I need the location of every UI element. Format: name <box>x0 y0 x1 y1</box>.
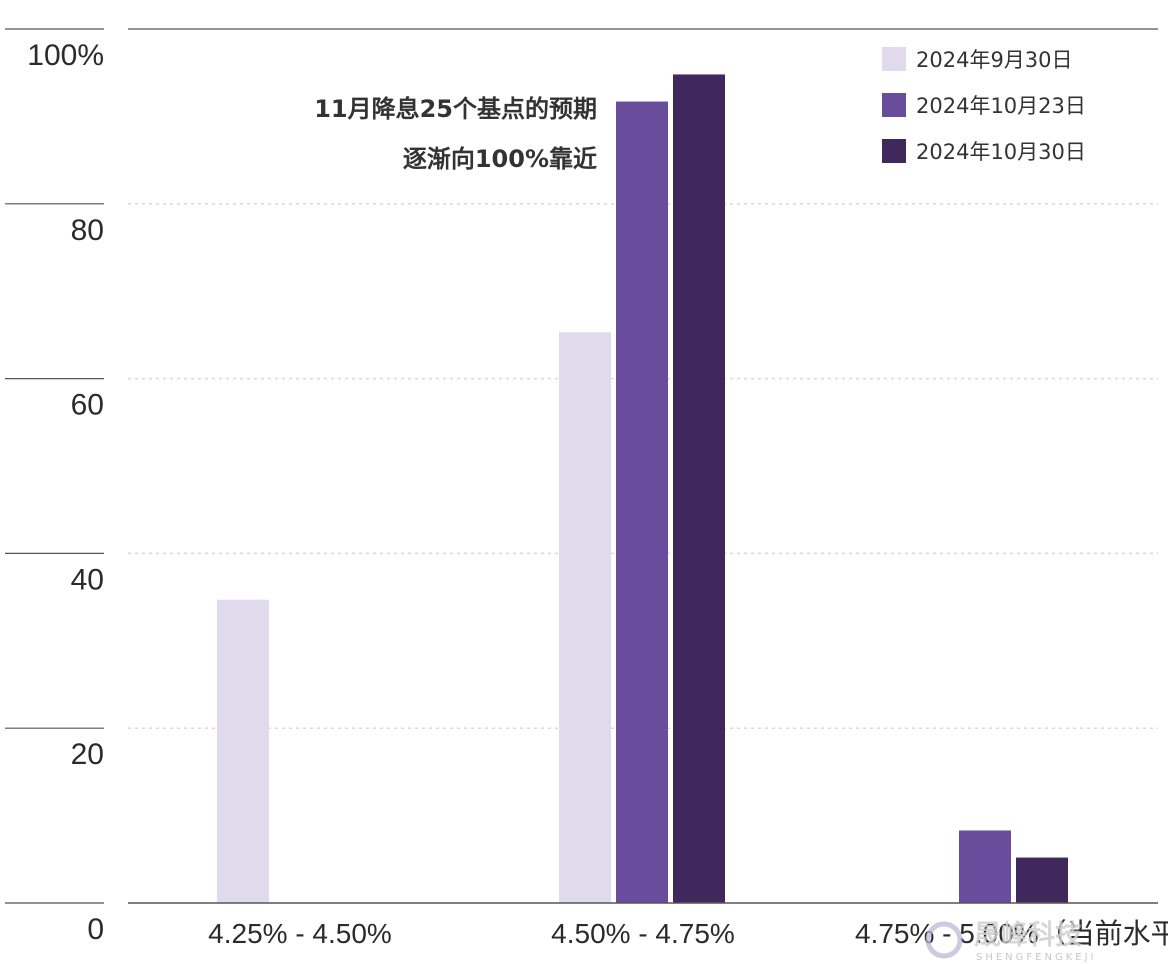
y-tick-label: 40 <box>71 563 104 596</box>
legend: 2024年9月30日 2024年10月23日 2024年10月30日 <box>882 47 1086 164</box>
y-tick-label: 80 <box>71 214 104 247</box>
annotation: 11月降息25个基点的预期 逐渐向100%靠近 <box>314 95 597 173</box>
legend-swatch <box>882 47 906 71</box>
legend-label: 2024年9月30日 <box>916 48 1073 72</box>
bar <box>217 599 269 903</box>
bar <box>559 332 611 903</box>
y-tick-label: 60 <box>71 389 104 422</box>
watermark-subtext: SHENGFENGKEJI <box>976 952 1097 963</box>
x-tick-label: 4.25% - 4.50% <box>208 918 392 949</box>
watermark-text: 晟峰科技 <box>974 920 1082 951</box>
y-tick-label: 20 <box>71 738 104 771</box>
bar <box>1016 857 1068 903</box>
bars <box>217 74 1068 904</box>
legend-swatch <box>882 93 906 117</box>
bar <box>673 74 725 903</box>
annotation-line-1: 11月降息25个基点的预期 <box>314 95 597 123</box>
x-tick-label: 4.50% - 4.75% <box>551 918 735 949</box>
y-tick-label: 100% <box>27 39 104 72</box>
bar <box>616 101 668 904</box>
watermark-logo-icon <box>925 921 963 959</box>
y-axis: 0 20 40 60 80 100% <box>5 28 104 946</box>
legend-label: 2024年10月30日 <box>916 140 1086 164</box>
x-axis: 4.25% - 4.50% 4.50% - 4.75% 4.75% - 5.00%（… <box>208 918 1168 949</box>
annotation-line-2: 逐渐向100%靠近 <box>403 145 597 173</box>
watermark: 晟峰科技 SHENGFENGKEJI <box>925 920 1097 963</box>
grid-lines <box>128 28 1158 729</box>
y-tick-label: 0 <box>87 913 104 946</box>
legend-swatch <box>882 139 906 163</box>
legend-label: 2024年10月23日 <box>916 94 1086 118</box>
bar <box>959 830 1011 903</box>
x-tick-label: 4.75% - 5.00%（当前水平） <box>855 918 1168 949</box>
